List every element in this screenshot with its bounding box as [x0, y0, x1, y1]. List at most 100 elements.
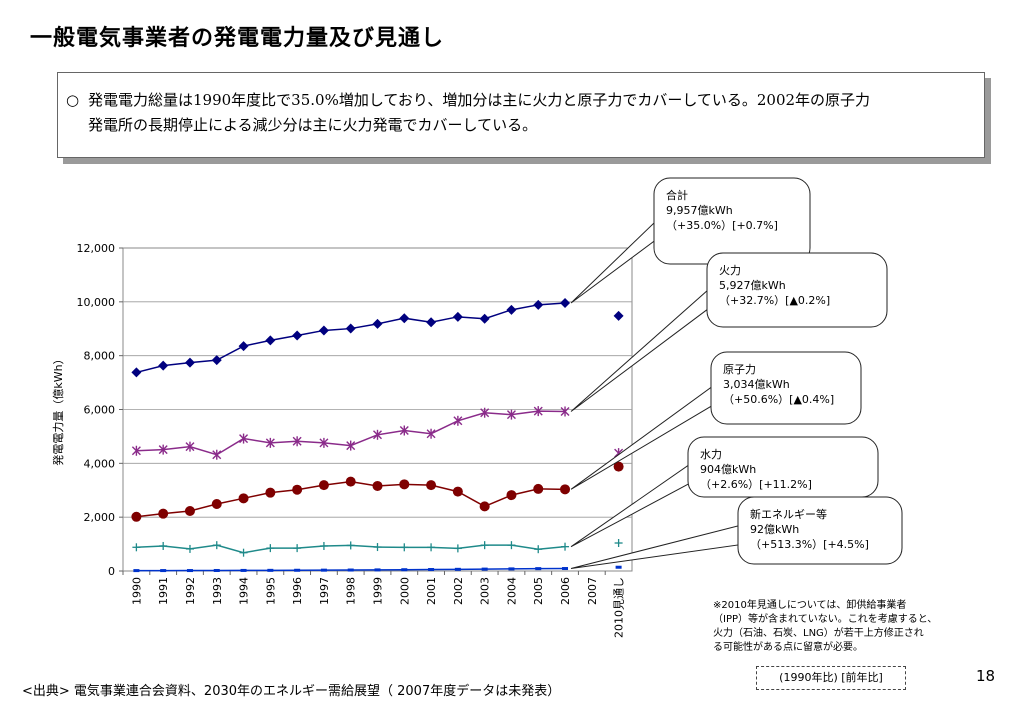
- data-point-1-10: [399, 425, 409, 436]
- data-point-3-6: [293, 544, 302, 553]
- data-point-1-16: [560, 406, 570, 417]
- data-point-0-15: [533, 299, 544, 310]
- x-tick-label: 1997: [318, 577, 331, 605]
- callout-mask: [661, 216, 665, 235]
- data-point-2-8: [345, 476, 356, 487]
- x-tick-label: 1992: [184, 577, 197, 605]
- data-point-2-0: [131, 511, 142, 522]
- x-tick-label: 1996: [291, 577, 304, 605]
- callout-text: （+513.3%）[+4.5%]: [750, 538, 869, 551]
- data-point-1-6: [292, 436, 302, 447]
- data-point-2-4: [238, 493, 249, 504]
- callout-text: （+50.6%）[▲0.4%]: [723, 393, 834, 406]
- data-point-0-4: [238, 341, 249, 352]
- data-point-0-12: [452, 311, 463, 322]
- data-point-0-8: [345, 323, 356, 334]
- callout-text: 9,957億kWh: [666, 204, 733, 217]
- callout-0: 合計 9,957億kWh （+35.0%）[+0.7%]: [570, 177, 811, 304]
- x-tick-label: 2006: [559, 577, 572, 605]
- callout-box: [710, 351, 862, 425]
- data-point-1-13: [480, 407, 490, 418]
- data-point-1-12: [453, 415, 463, 426]
- x-tick-label: 1998: [345, 577, 358, 605]
- y-tick-label: 8,000: [84, 350, 116, 363]
- data-point-0-2: [184, 357, 195, 368]
- data-point-4-0: [133, 569, 140, 573]
- data-point-3-2: [185, 544, 194, 553]
- data-point-1-0: [131, 445, 141, 456]
- data-point-2-3: [211, 498, 222, 509]
- data-point-3-14: [507, 541, 516, 550]
- x-tick-label: 1995: [264, 577, 277, 605]
- data-point-3-1: [159, 541, 168, 550]
- data-point-2-5: [265, 487, 276, 498]
- x-tick-label: 2002: [452, 577, 465, 605]
- data-point-3-12: [453, 544, 462, 553]
- callout-4: 新エネルギー等 92億kWh （+513.3%）[+4.5%]: [570, 496, 903, 570]
- data-point-4-4: [240, 568, 247, 572]
- x-tick-label: 2000: [398, 577, 411, 605]
- data-point-1-1: [158, 444, 168, 455]
- data-point-4-12: [454, 567, 461, 571]
- data-point-1-14: [506, 409, 516, 420]
- x-tick-label: 1999: [372, 577, 385, 605]
- callout-3: 水力 904億kWh （+2.6%）[+11.2%]: [570, 436, 879, 548]
- callout-text: （+35.0%）[+0.7%]: [666, 219, 778, 232]
- callout-text: 新エネルギー等: [750, 507, 827, 521]
- data-point-0-16: [560, 297, 571, 308]
- data-point-2-10: [399, 479, 410, 490]
- data-point-1-4: [239, 433, 249, 444]
- callout-text: （+2.6%）[+11.2%]: [700, 478, 812, 491]
- note-line-1: ※2010年見通しについては、卸供給事業者: [713, 600, 907, 611]
- data-point-3-16: [561, 542, 570, 551]
- x-tick-label: 2004: [505, 577, 518, 605]
- data-point-0-10: [399, 313, 410, 324]
- callout-text: 904億kWh: [700, 463, 756, 476]
- data-point-3-3: [212, 541, 221, 550]
- data-point-0-18: [613, 310, 624, 321]
- data-point-0-3: [211, 355, 222, 366]
- data-point-4-2: [186, 569, 193, 573]
- data-point-4-11: [428, 568, 435, 572]
- forecast-note: ※2010年見通しについては、卸供給事業者 （IPP）等が含まれていない。これを…: [713, 599, 937, 655]
- data-point-4-5: [267, 568, 274, 572]
- data-point-1-8: [346, 440, 356, 451]
- summary-box: ○ 発電電力総量は1990年度比で35.0%増加しており、増加分は主に火力と原子…: [57, 72, 985, 158]
- y-axis-label: 発電電力量（億kWh）: [51, 353, 65, 465]
- x-tick-label: 1991: [157, 577, 170, 605]
- callout-text: 5,927億kWh: [719, 279, 786, 292]
- callout-text: 3,034億kWh: [723, 378, 790, 391]
- data-point-2-15: [533, 483, 544, 494]
- data-point-0-6: [292, 330, 303, 341]
- data-point-4-16: [562, 567, 569, 571]
- data-point-2-13: [479, 501, 490, 512]
- callout-text: 火力: [719, 264, 741, 277]
- data-point-1-11: [426, 428, 436, 439]
- data-point-0-7: [318, 325, 329, 336]
- x-tick-label: 1993: [211, 577, 224, 605]
- data-point-0-11: [426, 317, 437, 328]
- data-point-2-18: [613, 461, 624, 472]
- data-point-3-0: [132, 543, 141, 552]
- y-tick-label: 6,000: [84, 404, 116, 417]
- callout-box: [706, 252, 888, 328]
- data-point-1-9: [373, 429, 382, 440]
- callout-text: 原子力: [723, 363, 756, 376]
- data-point-2-2: [184, 505, 195, 516]
- change-legend-box: (1990年比) [前年比]: [756, 666, 906, 690]
- data-point-0-13: [479, 313, 490, 324]
- x-tick-label: 1994: [238, 577, 251, 605]
- data-point-3-7: [319, 541, 328, 550]
- data-point-4-9: [374, 568, 381, 572]
- callout-mask: [695, 461, 699, 479]
- callout-text: （+32.7%）[▲0.2%]: [719, 294, 830, 307]
- data-point-0-1: [158, 360, 169, 371]
- data-point-0-0: [131, 367, 142, 378]
- data-point-0-5: [265, 335, 276, 346]
- x-tick-label: 2001: [425, 577, 438, 605]
- callout-mask: [714, 284, 718, 303]
- data-point-4-6: [294, 568, 301, 572]
- data-point-4-13: [481, 567, 488, 571]
- callout-text: 合計: [666, 188, 688, 202]
